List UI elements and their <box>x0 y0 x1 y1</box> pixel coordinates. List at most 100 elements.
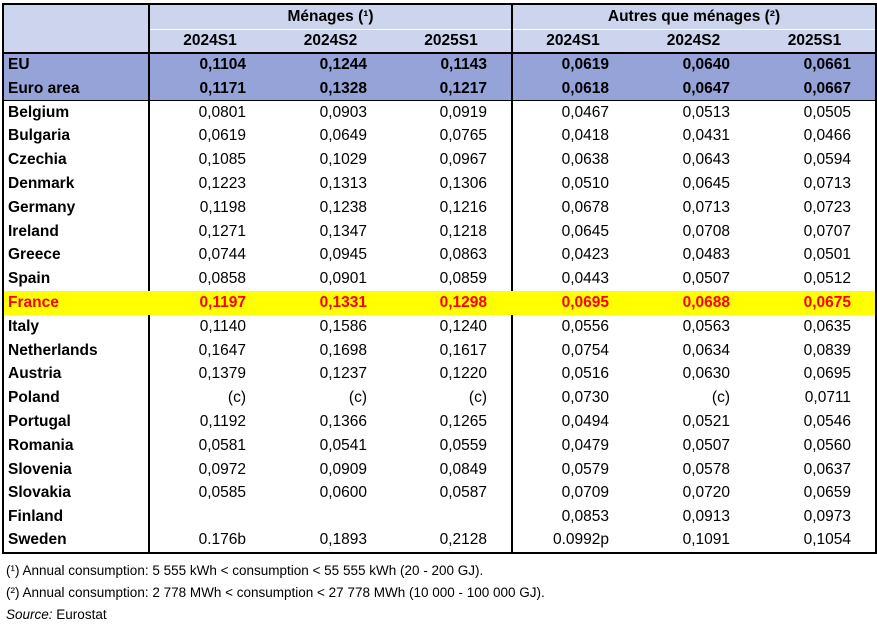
value-cell: 0,1143 <box>391 53 513 77</box>
value-cell <box>270 505 391 529</box>
column-header-autres-2025s1: 2025S1 <box>754 29 877 54</box>
country-label: Greece <box>3 243 150 268</box>
value-cell: 0,1698 <box>319 341 367 359</box>
source-value: Eurostat <box>56 606 107 622</box>
value-cell: 0,1091 <box>682 531 730 549</box>
value-cell: 0,0723 <box>803 198 852 216</box>
value-cell: 0,0579 <box>561 460 609 478</box>
source-label: Source: <box>6 606 53 622</box>
value-cell: 0,2128 <box>391 528 513 553</box>
table-row-germany: Germany 0,1198 0,1238 0,1216 0,0678 0,0713 0,0… <box>3 195 876 220</box>
table-row-denmark: Denmark 0,1223 0,1313 0,1306 0,0510 0,0645 0,0… <box>3 171 876 196</box>
value-cell: 0,0513 <box>682 103 730 121</box>
value-cell: 0,0507 <box>682 436 730 454</box>
value-cell: 0,1586 <box>319 317 367 335</box>
value-cell: (c) <box>391 386 513 410</box>
value-cell: 0,0858 <box>198 270 246 288</box>
value-cell: 0,1244 <box>270 53 391 77</box>
price-table: Ménages (¹) Autres que ménages (²) 2024S… <box>2 3 877 554</box>
value-cell: 0,0516 <box>561 365 609 383</box>
value-cell: 0,0619 <box>512 53 633 77</box>
value-cell: 0,1328 <box>270 76 391 102</box>
value-cell: 0,0667 <box>754 76 877 102</box>
value-cell: 0,0541 <box>319 436 367 454</box>
value-cell: 0,1647 <box>198 341 246 359</box>
value-cell: 0,0849 <box>391 457 513 482</box>
value-cell: 0,0637 <box>803 460 852 478</box>
country-label: Euro area <box>3 76 150 102</box>
table-row-bulgaria: Bulgaria 0,0619 0,0649 0,0765 0,0418 0,0431 0,… <box>3 124 876 149</box>
value-cell: 0,0903 <box>319 103 367 121</box>
value-cell: 0,1366 <box>319 412 367 430</box>
value-cell: 0,0901 <box>319 270 367 288</box>
country-label: Belgium <box>3 100 150 125</box>
value-cell: 0,0720 <box>682 484 730 502</box>
value-cell: 0,1171 <box>149 76 270 102</box>
value-cell: 0,1265 <box>391 409 513 434</box>
value-cell: 0,0507 <box>682 270 730 288</box>
country-label: Ireland <box>3 219 150 244</box>
country-label: Denmark <box>3 171 150 196</box>
footnote-1: (¹) Annual consumption: 5 555 kWh < cons… <box>6 562 484 578</box>
table-row-eu: EU 0,1104 0,1244 0,1143 0,0619 0,0640 0,0661 <box>3 53 877 77</box>
value-cell: 0,0505 <box>803 103 852 121</box>
table-row-belgium: Belgium 0,0801 0,0903 0,0919 0,0467 0,0513 0,0… <box>3 100 876 125</box>
country-label: Finland <box>3 505 150 529</box>
table-row-italy: Italy 0,1140 0,1586 0,1240 0,0556 0,0563 0,063… <box>3 314 876 339</box>
value-cell: 0,0640 <box>633 53 754 77</box>
value-cell: 0,0600 <box>319 484 367 502</box>
value-cell: 0,0630 <box>682 365 730 383</box>
value-cell: (c) <box>348 389 367 407</box>
value-cell: 0,0709 <box>561 484 609 502</box>
table-row-portugal: Portugal 0,1192 0,1366 0,1265 0,0494 0,0521 0,… <box>3 409 876 434</box>
value-cell: 0,1223 <box>198 174 246 192</box>
country-label: Sweden <box>3 528 150 553</box>
country-label: Germany <box>3 195 150 220</box>
value-cell: 0,1237 <box>319 365 367 383</box>
country-label: Czechia <box>3 148 150 172</box>
value-cell: 0,1220 <box>391 362 513 387</box>
corner-cell <box>3 4 150 54</box>
value-cell: 0,1140 <box>199 317 246 335</box>
value-cell: 0,0634 <box>682 341 730 359</box>
table-row-netherlands: Netherlands 0,1647 0,1698 0,1617 0,0754 0,063… <box>3 338 876 363</box>
value-cell: 0,1192 <box>199 412 246 430</box>
value-cell: 0.176b <box>198 531 246 549</box>
table-row-austria: Austria 0,1379 0,1237 0,1220 0,0516 0,0630 0,0… <box>3 362 876 387</box>
value-cell: 0,0713 <box>682 198 730 216</box>
value-cell: 0,1029 <box>319 151 367 169</box>
value-cell: 0,0619 <box>198 127 246 145</box>
footnotes: (¹) Annual consumption: 5 555 kWh < cons… <box>2 554 877 622</box>
value-cell: 0,0585 <box>198 484 246 502</box>
footnote-2: (²) Annual consumption: 2 778 MWh < cons… <box>6 584 545 600</box>
value-cell: 0,0765 <box>391 124 513 149</box>
value-cell: 0,0521 <box>682 412 730 430</box>
value-cell: 0,0909 <box>319 460 367 478</box>
value-cell: 0,1218 <box>391 219 513 244</box>
value-cell: 0,0483 <box>682 246 730 264</box>
table-header: Ménages (¹) Autres que ménages (²) 2024S… <box>3 4 877 54</box>
country-label: EU <box>3 53 150 77</box>
column-header-menages-2024s2: 2024S2 <box>270 29 391 54</box>
table-row-finland: Finland 0,0853 0,0913 0,0973 <box>3 505 876 529</box>
table-row-sweden: Sweden 0.176b 0,1893 0,2128 0.0992p 0,1091 0,1… <box>3 528 876 553</box>
value-cell: 0,0581 <box>198 436 246 454</box>
value-cell: 0,0754 <box>561 341 609 359</box>
value-cell: 0,1216 <box>391 195 513 220</box>
value-cell: 0,1379 <box>198 365 246 383</box>
value-cell: 0,0494 <box>561 412 609 430</box>
value-cell: 0,0859 <box>391 267 513 291</box>
value-cell: 0,1313 <box>319 174 367 192</box>
table-row-spain: Spain 0,0858 0,0901 0,0859 0,0443 0,0507 0,051… <box>3 267 876 291</box>
value-cell: 0,0423 <box>561 246 609 264</box>
value-cell: (c) <box>711 389 730 407</box>
value-cell: 0,1271 <box>198 222 246 240</box>
value-cell: 0,1197 <box>149 290 270 315</box>
country-label: France <box>3 290 150 315</box>
value-cell: 0,0431 <box>682 127 730 145</box>
table-row-euro-area: Euro area 0,1171 0,1328 0,1217 0,0618 0,0647 0… <box>3 76 877 102</box>
value-cell: 0,0695 <box>803 365 852 383</box>
source-line: Source: Eurostat <box>6 607 877 622</box>
value-cell: 0,1893 <box>319 531 367 549</box>
table-row-slovakia: Slovakia 0,0585 0,0600 0,0587 0,0709 0,0720 0,… <box>3 481 876 506</box>
